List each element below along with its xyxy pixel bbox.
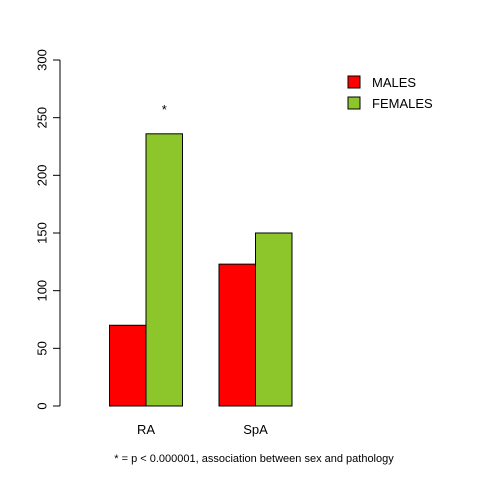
annotations: * bbox=[162, 102, 167, 117]
y-tick-label: 200 bbox=[35, 164, 50, 186]
y-tick-label: 0 bbox=[35, 402, 50, 409]
y-tick-label: 300 bbox=[35, 49, 50, 71]
y-tick-label: 100 bbox=[35, 280, 50, 302]
bar-ra-females bbox=[145, 133, 183, 407]
footnote: * = p < 0.000001, association between se… bbox=[114, 453, 394, 465]
y-tick-label: 150 bbox=[35, 222, 50, 244]
legend-label-females: FEMALES bbox=[372, 96, 433, 111]
category-label: SpA bbox=[243, 422, 268, 437]
category-labels: RA SpA bbox=[137, 422, 268, 437]
y-tick-label: 250 bbox=[35, 107, 50, 129]
bar-spa-females bbox=[255, 232, 293, 407]
bar-spa-males bbox=[218, 263, 256, 407]
legend-swatch-females bbox=[347, 96, 361, 110]
bar-ra-males bbox=[109, 324, 147, 407]
category-label: RA bbox=[137, 422, 155, 437]
significance-asterisk: * bbox=[162, 102, 167, 117]
legend-swatch-males bbox=[347, 75, 361, 89]
y-tick-label: 50 bbox=[35, 341, 50, 355]
legend-label-males: MALES bbox=[372, 75, 416, 90]
y-axis: 0 50 100 150 200 250 300 bbox=[35, 49, 61, 410]
legend: MALES FEMALES bbox=[347, 75, 433, 111]
bars bbox=[109, 133, 293, 407]
